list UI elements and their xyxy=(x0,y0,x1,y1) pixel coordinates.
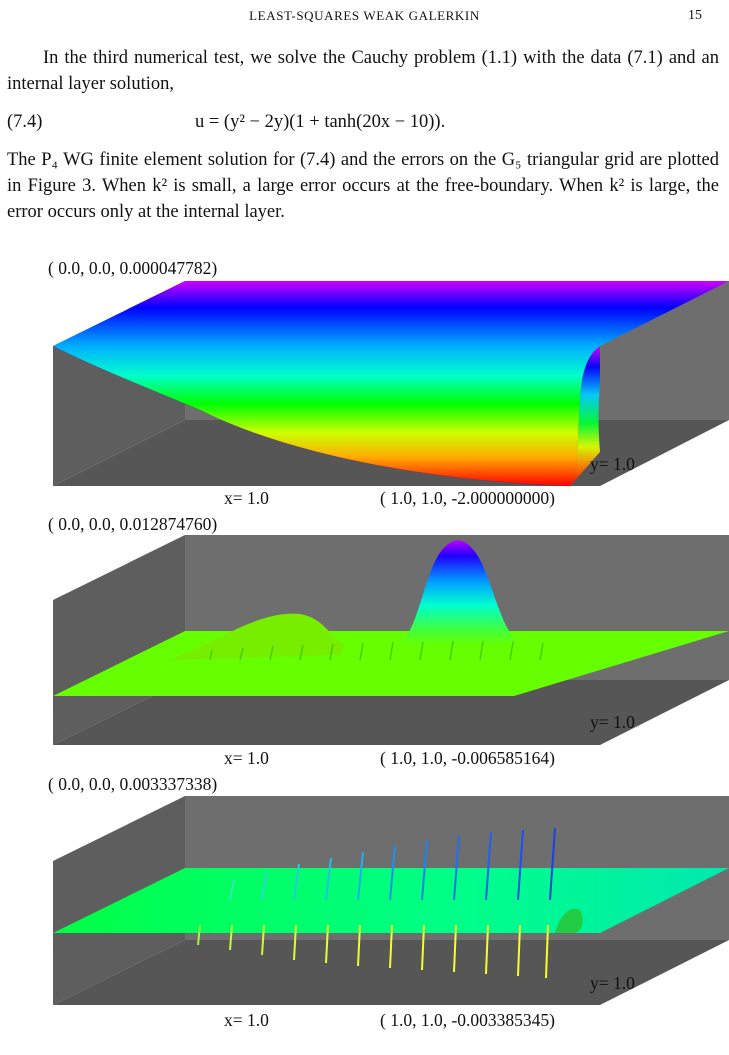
plot1-y-label: y= 1.0 xyxy=(590,454,635,474)
plot3-error-surface xyxy=(53,796,729,1005)
paragraph-intro: In the third numerical test, we solve th… xyxy=(7,48,719,94)
plot1-internal-layer xyxy=(570,346,600,486)
page-number: 15 xyxy=(688,8,702,23)
plot1-solution-surface xyxy=(52,281,729,487)
plot2-peak xyxy=(400,540,520,645)
plot2-spikes xyxy=(209,640,544,661)
equation-7-4: (7.4) u = (y² − 2y)(1 + tanh(20x − 10)). xyxy=(7,112,719,138)
plot1-surface xyxy=(53,281,729,486)
equation-number: (7.4) xyxy=(7,112,43,132)
plot2-ridge xyxy=(170,613,345,660)
plot3-y-label: y= 1.0 xyxy=(590,973,635,993)
plot3-top-label: ( 0.0, 0.0, 0.003337338) xyxy=(48,774,218,794)
plot2-floor xyxy=(53,680,729,745)
plot1-top-label: ( 0.0, 0.0, 0.000047782) xyxy=(48,258,218,278)
plot3-spikes-up xyxy=(229,827,556,901)
running-title: LEAST-SQUARES WEAK GALERKIN xyxy=(249,8,480,23)
plot2-error-surface xyxy=(53,535,729,745)
plot1-x-label: x= 1.0 xyxy=(224,488,269,508)
plot1-corner-label: ( 1.0, 1.0, -2.000000000) xyxy=(380,488,555,508)
plot3-floor xyxy=(53,940,729,1005)
plot3-internal-layer-bump xyxy=(555,908,583,933)
plot3-corner-label: ( 1.0, 1.0, -0.003385345) xyxy=(380,1010,555,1030)
plot2-corner-label: ( 1.0, 1.0, -0.006585164) xyxy=(380,748,555,768)
plot3-x-label: x= 1.0 xyxy=(224,1010,269,1030)
plot1-surface-front-edge xyxy=(52,345,571,487)
plot2-top-label: ( 0.0, 0.0, 0.012874760) xyxy=(48,514,218,534)
plot2-y-label: y= 1.0 xyxy=(590,712,635,732)
paragraph-results: The P₄ WG finite element solution for (7… xyxy=(7,150,719,222)
equation-body: u = (y² − 2y)(1 + tanh(20x − 10)). xyxy=(195,112,446,132)
plot3-surface-plane xyxy=(53,868,729,933)
plot3-spikes-down xyxy=(197,924,549,979)
running-head: LEAST-SQUARES WEAK GALERKIN 15 xyxy=(0,8,729,28)
plot2-x-label: x= 1.0 xyxy=(224,748,269,768)
